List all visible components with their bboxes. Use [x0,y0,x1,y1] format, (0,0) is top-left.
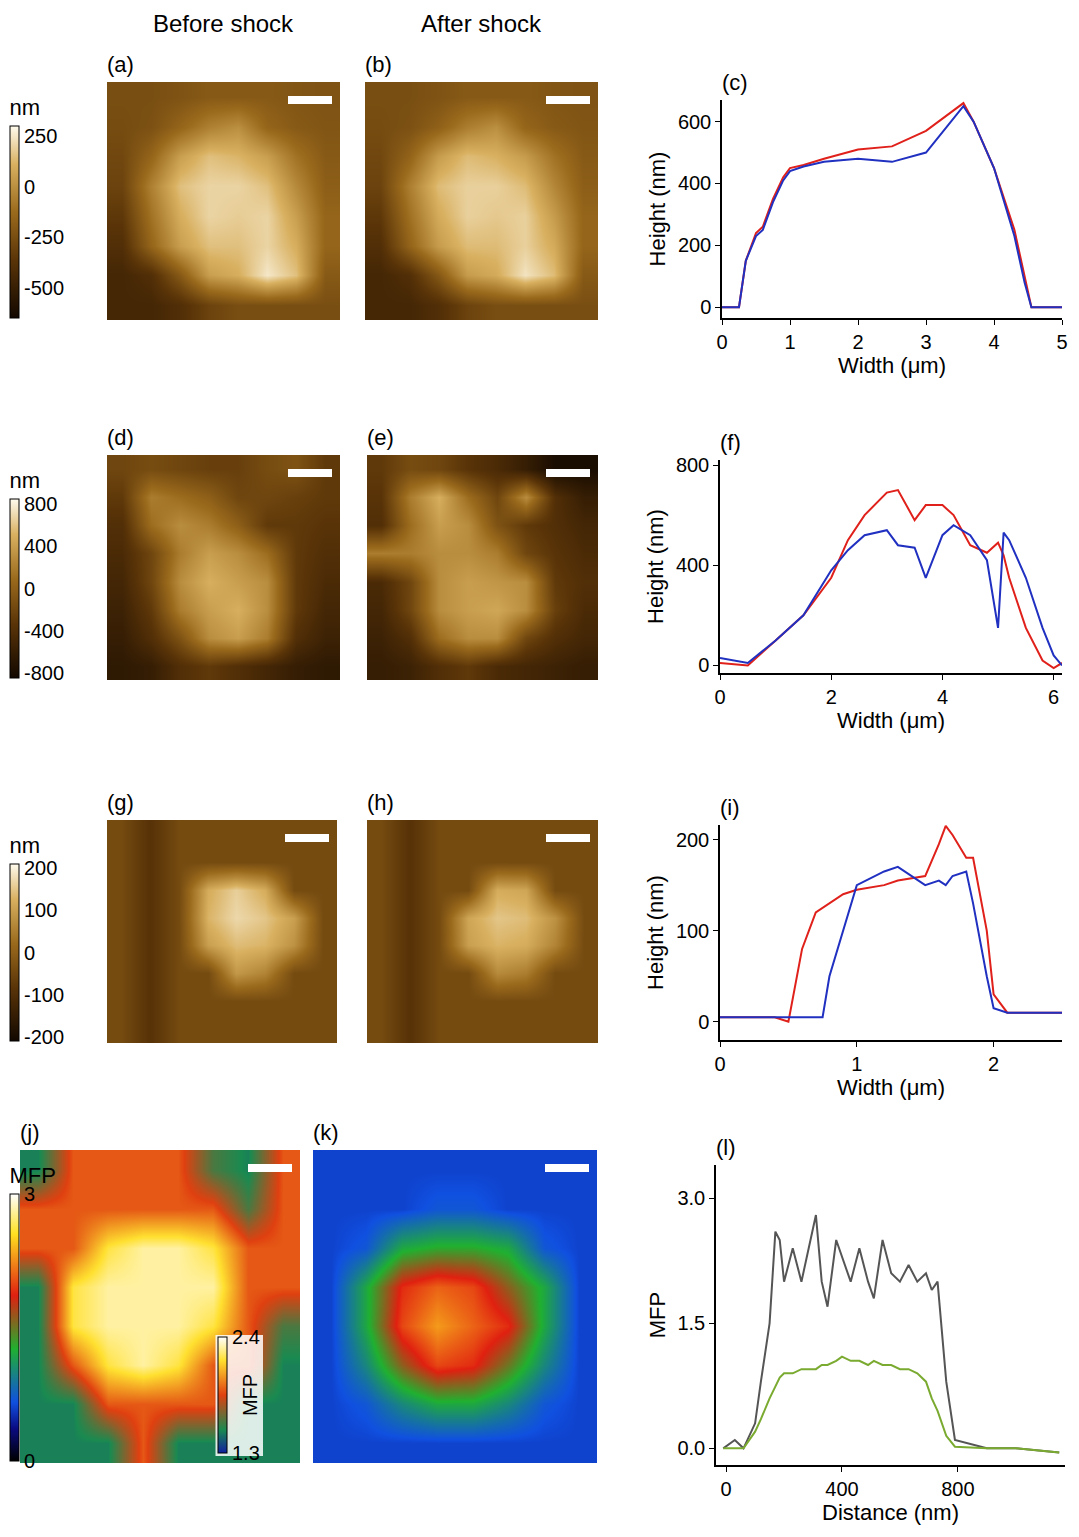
svg-text:0: 0 [714,1053,725,1075]
svg-text:250: 250 [24,125,57,147]
svg-text:2: 2 [826,686,837,708]
svg-text:(k): (k) [313,1120,339,1145]
svg-text:3: 3 [24,1183,35,1205]
svg-text:(l): (l) [716,1135,736,1160]
svg-text:100: 100 [676,920,709,942]
svg-text:Height (nm): Height (nm) [643,509,668,624]
svg-text:(i): (i) [720,795,740,820]
svg-text:3: 3 [920,331,931,353]
svg-text:(a): (a) [107,52,134,77]
svg-text:-500: -500 [24,277,64,299]
svg-text:4: 4 [937,686,948,708]
svg-text:800: 800 [941,1478,974,1500]
svg-text:Width (μm): Width (μm) [837,1075,945,1100]
svg-text:After shock: After shock [421,10,542,37]
svg-text:400: 400 [678,172,711,194]
svg-text:(b): (b) [365,52,392,77]
svg-text:MFP: MFP [239,1374,261,1416]
svg-text:200: 200 [676,829,709,851]
svg-text:-100: -100 [24,984,64,1006]
svg-text:(d): (d) [107,425,134,450]
svg-text:(c): (c) [722,70,748,95]
svg-text:1.5: 1.5 [677,1312,705,1334]
svg-text:Distance (nm): Distance (nm) [822,1500,959,1525]
svg-text:Width (μm): Width (μm) [838,353,946,378]
svg-text:0: 0 [716,331,727,353]
svg-text:2: 2 [852,331,863,353]
svg-text:(g): (g) [107,790,134,815]
svg-text:(h): (h) [367,790,394,815]
svg-text:MFP: MFP [10,1163,56,1188]
svg-text:100: 100 [24,899,57,921]
svg-text:0: 0 [721,1478,732,1500]
svg-text:1.3: 1.3 [232,1442,260,1464]
svg-text:400: 400 [676,554,709,576]
svg-text:400: 400 [24,535,57,557]
svg-text:0: 0 [24,176,35,198]
svg-text:2.4: 2.4 [232,1326,260,1348]
svg-text:3.0: 3.0 [677,1187,705,1209]
svg-text:1: 1 [784,331,795,353]
svg-text:(e): (e) [367,425,394,450]
svg-text:Width (μm): Width (μm) [837,708,945,733]
svg-text:nm: nm [10,833,41,858]
svg-text:200: 200 [678,234,711,256]
svg-text:2: 2 [988,1053,999,1075]
svg-text:0.0: 0.0 [677,1437,705,1459]
svg-text:Height (nm): Height (nm) [643,875,668,990]
svg-text:1: 1 [851,1053,862,1075]
svg-text:nm: nm [10,95,41,120]
svg-text:-250: -250 [24,226,64,248]
svg-text:(j): (j) [20,1120,40,1145]
svg-text:400: 400 [825,1478,858,1500]
svg-text:5: 5 [1056,331,1067,353]
svg-text:0: 0 [24,942,35,964]
svg-text:0: 0 [714,686,725,708]
svg-text:nm: nm [10,468,41,493]
svg-text:-800: -800 [24,662,64,684]
svg-text:Height (nm): Height (nm) [645,152,670,267]
svg-text:800: 800 [24,493,57,515]
svg-text:4: 4 [988,331,999,353]
svg-text:0: 0 [700,296,711,318]
svg-text:MFP: MFP [645,1292,670,1338]
svg-text:0: 0 [698,1011,709,1033]
svg-text:(f): (f) [720,430,741,455]
svg-text:Before shock: Before shock [153,10,294,37]
svg-text:-400: -400 [24,620,64,642]
svg-text:-200: -200 [24,1026,64,1048]
svg-text:0: 0 [698,654,709,676]
svg-text:600: 600 [678,111,711,133]
svg-text:6: 6 [1048,686,1059,708]
svg-text:0: 0 [24,1450,35,1472]
svg-text:0: 0 [24,578,35,600]
svg-text:200: 200 [24,857,57,879]
svg-text:800: 800 [676,454,709,476]
